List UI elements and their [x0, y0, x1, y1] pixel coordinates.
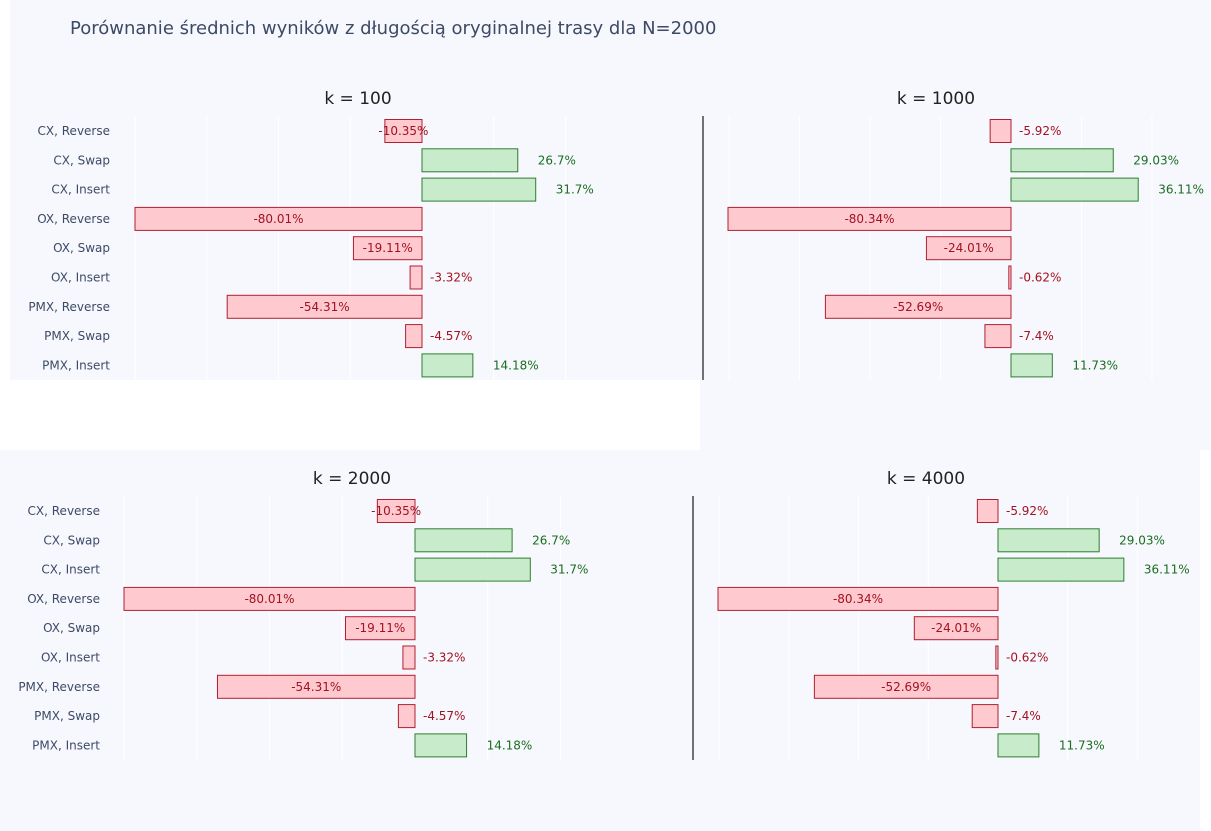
category-label: OX, Swap: [43, 621, 100, 635]
category-label: OX, Swap: [53, 241, 110, 255]
data-label: 26.7%: [538, 153, 576, 167]
data-label: -10.35%: [371, 504, 421, 518]
data-label: -24.01%: [944, 241, 994, 255]
data-label: 29.03%: [1133, 153, 1179, 167]
data-label: 36.11%: [1158, 183, 1204, 197]
data-label: -0.62%: [1019, 271, 1061, 285]
category-label: PMX, Swap: [34, 709, 100, 723]
bar-negative: [384, 119, 423, 143]
data-label: 36.11%: [1144, 563, 1190, 577]
bar-negative: [402, 645, 416, 670]
category-label: PMX, Reverse: [28, 300, 110, 314]
data-label: -80.01%: [244, 592, 294, 606]
data-label: -4.57%: [430, 329, 472, 343]
bar-positive: [414, 557, 531, 582]
bar-negative: [405, 324, 423, 349]
data-label: -5.92%: [1006, 504, 1048, 518]
category-label: OX, Insert: [41, 651, 100, 665]
bar-positive: [421, 177, 537, 202]
data-label: -54.31%: [291, 680, 341, 694]
data-label: -80.01%: [253, 212, 303, 226]
category-label: PMX, Reverse: [18, 680, 100, 694]
data-label: 14.18%: [487, 738, 533, 752]
bar-negative: [123, 586, 416, 611]
subplot-title: k = 1000: [897, 89, 975, 109]
bar-negative: [971, 704, 999, 729]
bar-negative: [989, 119, 1012, 143]
bar-positive: [997, 557, 1125, 582]
data-label: 14.18%: [493, 358, 539, 372]
data-label: -19.11%: [355, 621, 405, 635]
bar-negative: [824, 294, 1012, 319]
subplot-title: k = 2000: [313, 469, 391, 489]
data-label: -52.69%: [893, 300, 943, 314]
bar-negative: [727, 206, 1012, 231]
data-label: 29.03%: [1119, 533, 1165, 547]
category-label: CX, Swap: [53, 153, 110, 167]
bar-negative: [976, 499, 999, 523]
bar-negative: [397, 704, 416, 729]
bar-positive: [414, 528, 513, 553]
data-label: -80.34%: [844, 212, 894, 226]
data-label: 11.73%: [1072, 358, 1118, 372]
category-label: PMX, Insert: [42, 358, 110, 372]
category-label: CX, Reverse: [28, 504, 100, 518]
data-label: -3.32%: [430, 271, 472, 285]
data-label: -80.34%: [833, 592, 883, 606]
bar-positive: [421, 148, 519, 173]
bar-positive: [1010, 353, 1053, 378]
data-label: -52.69%: [881, 680, 931, 694]
subplot-title: k = 100: [324, 89, 391, 109]
bar-negative: [344, 616, 416, 641]
data-label: -5.92%: [1019, 124, 1061, 138]
data-label: -3.32%: [423, 651, 465, 665]
bar-negative: [925, 236, 1012, 261]
bar-negative: [376, 499, 416, 523]
category-label: OX, Reverse: [27, 592, 100, 606]
bar-positive: [997, 528, 1100, 553]
bar-negative: [226, 294, 423, 319]
data-label: -19.11%: [363, 241, 413, 255]
category-label: CX, Reverse: [38, 124, 110, 138]
bar-negative: [717, 586, 999, 611]
bar-negative: [409, 265, 423, 290]
category-label: CX, Insert: [41, 563, 100, 577]
bar-positive: [421, 353, 474, 378]
category-label: PMX, Insert: [32, 738, 100, 752]
bar-positive: [414, 733, 468, 758]
data-label: 31.7%: [556, 183, 594, 197]
bar-negative: [352, 236, 423, 261]
category-label: CX, Swap: [43, 533, 100, 547]
bar-negative: [1008, 265, 1012, 290]
data-label: -7.4%: [1006, 709, 1041, 723]
data-label: -10.35%: [378, 124, 428, 138]
category-label: OX, Reverse: [37, 212, 110, 226]
bar-positive: [1010, 177, 1139, 202]
data-label: -7.4%: [1019, 329, 1054, 343]
bar-positive: [1010, 148, 1114, 173]
data-label: -54.31%: [300, 300, 350, 314]
data-label: 31.7%: [550, 563, 588, 577]
data-label: -0.62%: [1006, 651, 1048, 665]
bar-positive: [997, 733, 1040, 758]
data-label: -24.01%: [931, 621, 981, 635]
bar-negative: [216, 674, 416, 699]
bottom-chart-background: [0, 450, 1200, 831]
data-label: 26.7%: [532, 533, 570, 547]
bar-negative: [984, 324, 1012, 349]
category-label: CX, Insert: [51, 183, 110, 197]
category-label: PMX, Swap: [44, 329, 110, 343]
data-label: 11.73%: [1059, 738, 1105, 752]
bar-negative: [913, 616, 999, 641]
category-label: OX, Insert: [51, 271, 110, 285]
bar-negative: [813, 674, 999, 699]
subplot-title: k = 4000: [887, 469, 965, 489]
bar-negative: [995, 645, 999, 670]
chart-title: Porównanie średnich wyników z długością …: [70, 18, 717, 39]
bar-negative: [134, 206, 423, 231]
data-label: -4.57%: [423, 709, 465, 723]
